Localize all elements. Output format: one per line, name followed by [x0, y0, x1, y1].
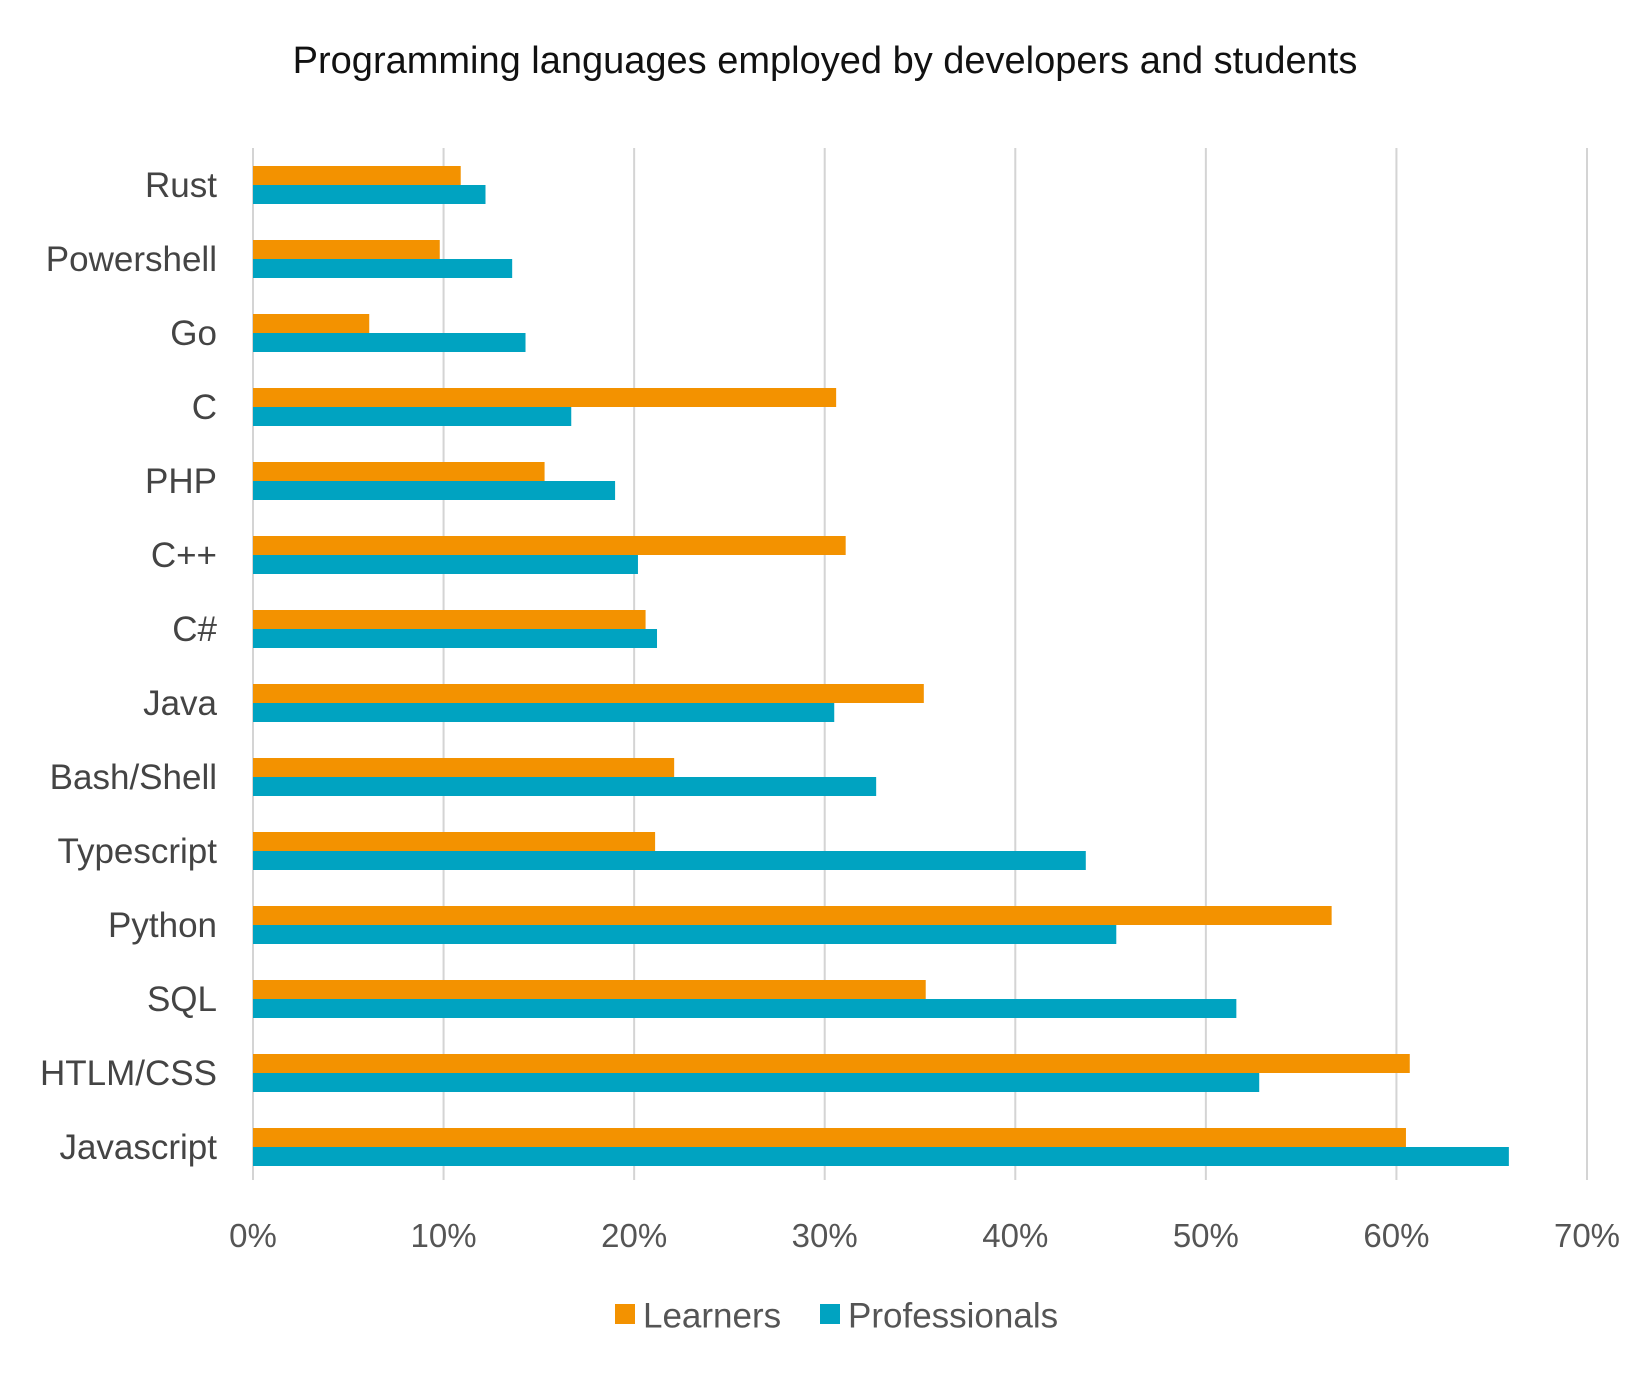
category-label-c: C++ — [151, 536, 217, 575]
bar-learners-java — [253, 684, 924, 703]
bars — [253, 166, 1509, 1166]
bar-professionals-powershell — [253, 259, 513, 278]
bar-professionals-javascript — [253, 1147, 1509, 1166]
x-tick-label-60: 60% — [1363, 1217, 1429, 1254]
bar-learners-c — [253, 536, 846, 555]
x-tick-label-40: 40% — [982, 1217, 1048, 1254]
bar-professionals-sql — [253, 999, 1237, 1018]
bar-learners-python — [253, 906, 1332, 925]
legend: Learners Professionals — [615, 1296, 1058, 1335]
x-tick-labels: 0% 10% 20% 30% 40% 50% 60% 70% — [229, 1217, 1620, 1254]
x-tick-label-70: 70% — [1554, 1217, 1620, 1254]
category-label-rust: Rust — [145, 166, 217, 205]
category-label-python: Python — [108, 906, 217, 945]
x-tick-label-0: 0% — [229, 1217, 277, 1254]
legend-swatch-learners — [615, 1304, 635, 1324]
legend-label-professionals: Professionals — [848, 1296, 1058, 1335]
legend-label-learners: Learners — [643, 1296, 781, 1335]
category-label-typescript: Typescript — [58, 832, 218, 871]
category-label-go: Go — [170, 314, 217, 353]
category-label-powershell: Powershell — [46, 240, 217, 279]
bar-professionals-bash-shell — [253, 777, 877, 796]
bar-learners-php — [253, 462, 545, 481]
bar-professionals-c — [253, 407, 572, 426]
bar-professionals-typescript — [253, 851, 1086, 870]
bar-learners-c — [253, 388, 837, 407]
bar-professionals-c — [253, 629, 658, 648]
bar-learners-htlm-css — [253, 1054, 1410, 1073]
x-tick-label-30: 30% — [792, 1217, 858, 1254]
bar-learners-typescript — [253, 832, 656, 851]
bar-learners-c — [253, 610, 646, 629]
bar-professionals-go — [253, 333, 526, 352]
bar-professionals-php — [253, 481, 616, 500]
bar-learners-javascript — [253, 1128, 1406, 1147]
category-label-java: Java — [143, 684, 217, 723]
bar-professionals-c — [253, 555, 638, 574]
category-label-sql: SQL — [147, 980, 217, 1019]
category-label-bash-shell: Bash/Shell — [50, 758, 217, 797]
bar-professionals-python — [253, 925, 1117, 944]
category-label-c: C — [192, 388, 217, 427]
gridlines — [252, 148, 1588, 1180]
category-label-javascript: Javascript — [59, 1128, 217, 1167]
chart-title: Programming languages employed by develo… — [293, 40, 1358, 82]
category-label-c: C# — [172, 610, 217, 649]
legend-swatch-professionals — [820, 1304, 840, 1324]
bar-professionals-htlm-css — [253, 1073, 1260, 1092]
x-tick-label-50: 50% — [1173, 1217, 1239, 1254]
bar-professionals-rust — [253, 185, 486, 204]
x-tick-label-10: 10% — [411, 1217, 477, 1254]
x-tick-label-20: 20% — [601, 1217, 667, 1254]
bar-learners-powershell — [253, 240, 440, 259]
category-label-php: PHP — [145, 462, 217, 501]
category-labels: Rust Powershell Go C PHP C++ C# Java Bash/Shell T… — [40, 166, 217, 1167]
bar-learners-go — [253, 314, 370, 333]
bar-learners-sql — [253, 980, 926, 999]
bar-learners-bash-shell — [253, 758, 675, 777]
bar-learners-rust — [253, 166, 461, 185]
bar-professionals-java — [253, 703, 835, 722]
category-label-htlm-css: HTLM/CSS — [40, 1054, 217, 1093]
